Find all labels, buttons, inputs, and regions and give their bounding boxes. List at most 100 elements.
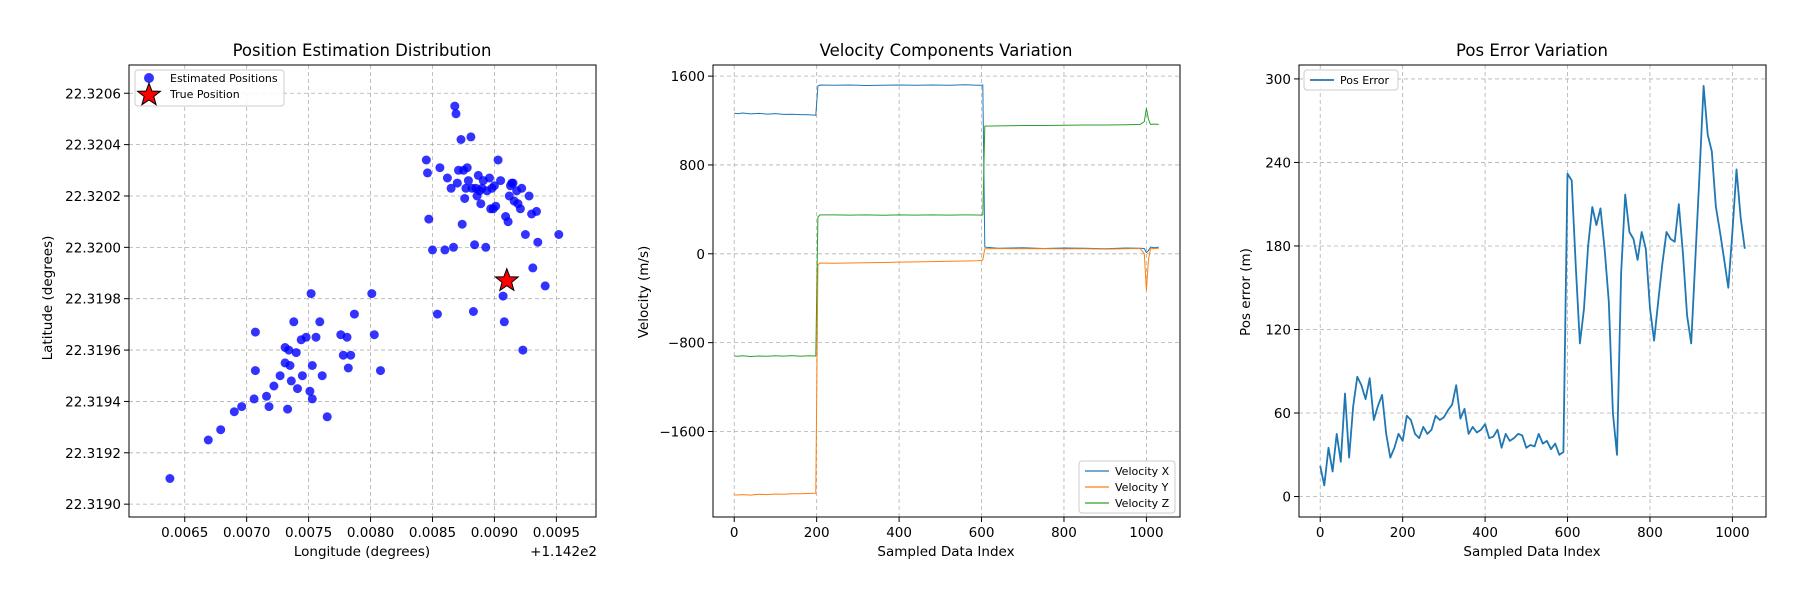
estimated-position-point (446, 183, 456, 193)
legend-velocity-z-label: Velocity Z (1115, 497, 1170, 510)
x-axis-label: Sampled Data Index (1463, 544, 1600, 560)
y-axis-label: Pos error (m) (1238, 248, 1254, 336)
estimated-position-point (460, 194, 470, 203)
estimated-position-point (462, 163, 472, 173)
estimated-position-point (342, 332, 352, 342)
estimated-position-point (237, 402, 247, 412)
ticks: 0.0065 0.0070 0.0075 0.0080 0.0085 0.0090 0.00… (65, 86, 580, 541)
legend-pos-error-label: Pos Error (1340, 74, 1389, 87)
legend-box (1078, 460, 1176, 514)
estimated-position-point (367, 289, 377, 299)
x-tick-label: 200 (804, 525, 830, 541)
y-tick-label: 240 (1265, 155, 1291, 171)
estimated-position-point (306, 289, 316, 299)
estimated-position-point (216, 425, 226, 435)
y-tick-label: 120 (1265, 322, 1291, 338)
plot-marks (1319, 85, 1746, 487)
x-tick-label: 800 (1637, 525, 1663, 541)
estimated-position-point (289, 317, 299, 327)
velocity-panel: Velocity Components Variation Sampled Da… (636, 41, 1181, 560)
estimated-position-point (286, 376, 296, 386)
y-tick-label: 22.3200 (65, 240, 121, 256)
x-tick-label: 0.0090 (471, 525, 518, 541)
estimated-position-point (264, 402, 274, 412)
estimated-position-point (435, 163, 445, 173)
y-tick-label: 22.3190 (65, 497, 121, 513)
x-tick-label: 600 (969, 525, 995, 541)
estimated-position-point (485, 173, 494, 183)
estimated-position-point (165, 474, 175, 483)
x-tick-label: 0 (1316, 525, 1325, 541)
estimated-position-point (442, 173, 452, 183)
estimated-position-point (432, 309, 442, 319)
x-tick-label: 0.0095 (533, 525, 580, 541)
estimated-position-point (503, 217, 513, 227)
estimated-position-point (285, 361, 295, 370)
grid (1299, 65, 1766, 517)
y-tick-label: 60 (1274, 406, 1291, 422)
estimated-position-point (515, 204, 525, 214)
x-tick-label: 600 (1555, 525, 1581, 541)
grid (129, 65, 596, 517)
x-axis-label: Sampled Data Index (877, 544, 1014, 560)
chart-title: Velocity Components Variation (820, 41, 1073, 60)
true-position-marker (494, 267, 520, 292)
legend-velocity-x-label: Velocity X (1115, 465, 1170, 478)
estimated-position-point (463, 176, 473, 186)
estimated-position-point (481, 242, 491, 252)
estimated-position-point (269, 381, 279, 391)
estimated-position-point (291, 348, 301, 358)
estimated-position-point (508, 178, 518, 188)
y-tick-label: 300 (1265, 72, 1291, 88)
estimated-position-point (307, 361, 317, 370)
chart-title: Position Estimation Distribution (233, 41, 492, 60)
velocity-y-series-line (734, 247, 1159, 496)
velocity-x-series-line (734, 84, 1159, 254)
axes-frame (128, 64, 597, 518)
estimated-position-point (540, 281, 550, 291)
x-axis-offset-label: +1.142e2 (530, 544, 597, 560)
estimated-position-point (275, 371, 285, 381)
legend-true-label: True Position (169, 88, 240, 101)
y-tick-label: 22.3206 (65, 86, 121, 102)
estimated-position-point (423, 168, 432, 178)
x-tick-label: 200 (1390, 525, 1416, 541)
y-axis-label: Latitude (degrees) (40, 236, 56, 361)
estimated-position-point (262, 391, 271, 401)
legend: Pos Error (1303, 69, 1399, 91)
legend-box (134, 69, 285, 107)
estimated-position-point (461, 183, 471, 193)
y-tick-label: 180 (1265, 239, 1291, 255)
x-tick-label: 1000 (1715, 525, 1749, 541)
grid (713, 65, 1180, 517)
axes-frame (712, 64, 1181, 518)
ticks: 0 200 400 600 800 1000 −1600 −800 0 800 1600 (659, 69, 1163, 541)
chart-title: Pos Error Variation (1456, 41, 1608, 60)
x-tick-label: 0.0085 (409, 525, 456, 541)
estimated-position-point (338, 350, 348, 360)
estimated-position-point (376, 366, 385, 376)
y-tick-label: 22.3196 (65, 343, 121, 359)
x-tick-label: 400 (886, 525, 912, 541)
legend-estimated-marker (144, 73, 154, 83)
estimated-position-point (322, 412, 332, 422)
legend-box (1303, 69, 1399, 91)
position-distribution-panel: Position Estimation Distribution Longitu… (40, 41, 597, 560)
estimated-position-point (203, 435, 213, 445)
x-axis-label: Longitude (degrees) (294, 544, 430, 560)
y-tick-label: 22.3202 (65, 189, 121, 205)
estimated-position-point (452, 178, 462, 188)
estimated-position-point (518, 345, 528, 355)
pos-error-panel: Pos Error Variation Sampled Data Index P… (1238, 41, 1767, 560)
estimated-position-point (349, 309, 359, 319)
legend: Estimated Positions True Position (134, 69, 285, 107)
estimated-position-point (343, 363, 353, 373)
estimated-position-point (524, 191, 534, 201)
y-tick-label: −1600 (659, 424, 705, 440)
y-tick-label: −800 (668, 336, 705, 352)
y-tick-label: 22.3192 (65, 446, 121, 462)
estimated-position-point (293, 384, 302, 394)
y-tick-label: 0 (696, 247, 705, 263)
estimated-position-point (301, 332, 311, 342)
